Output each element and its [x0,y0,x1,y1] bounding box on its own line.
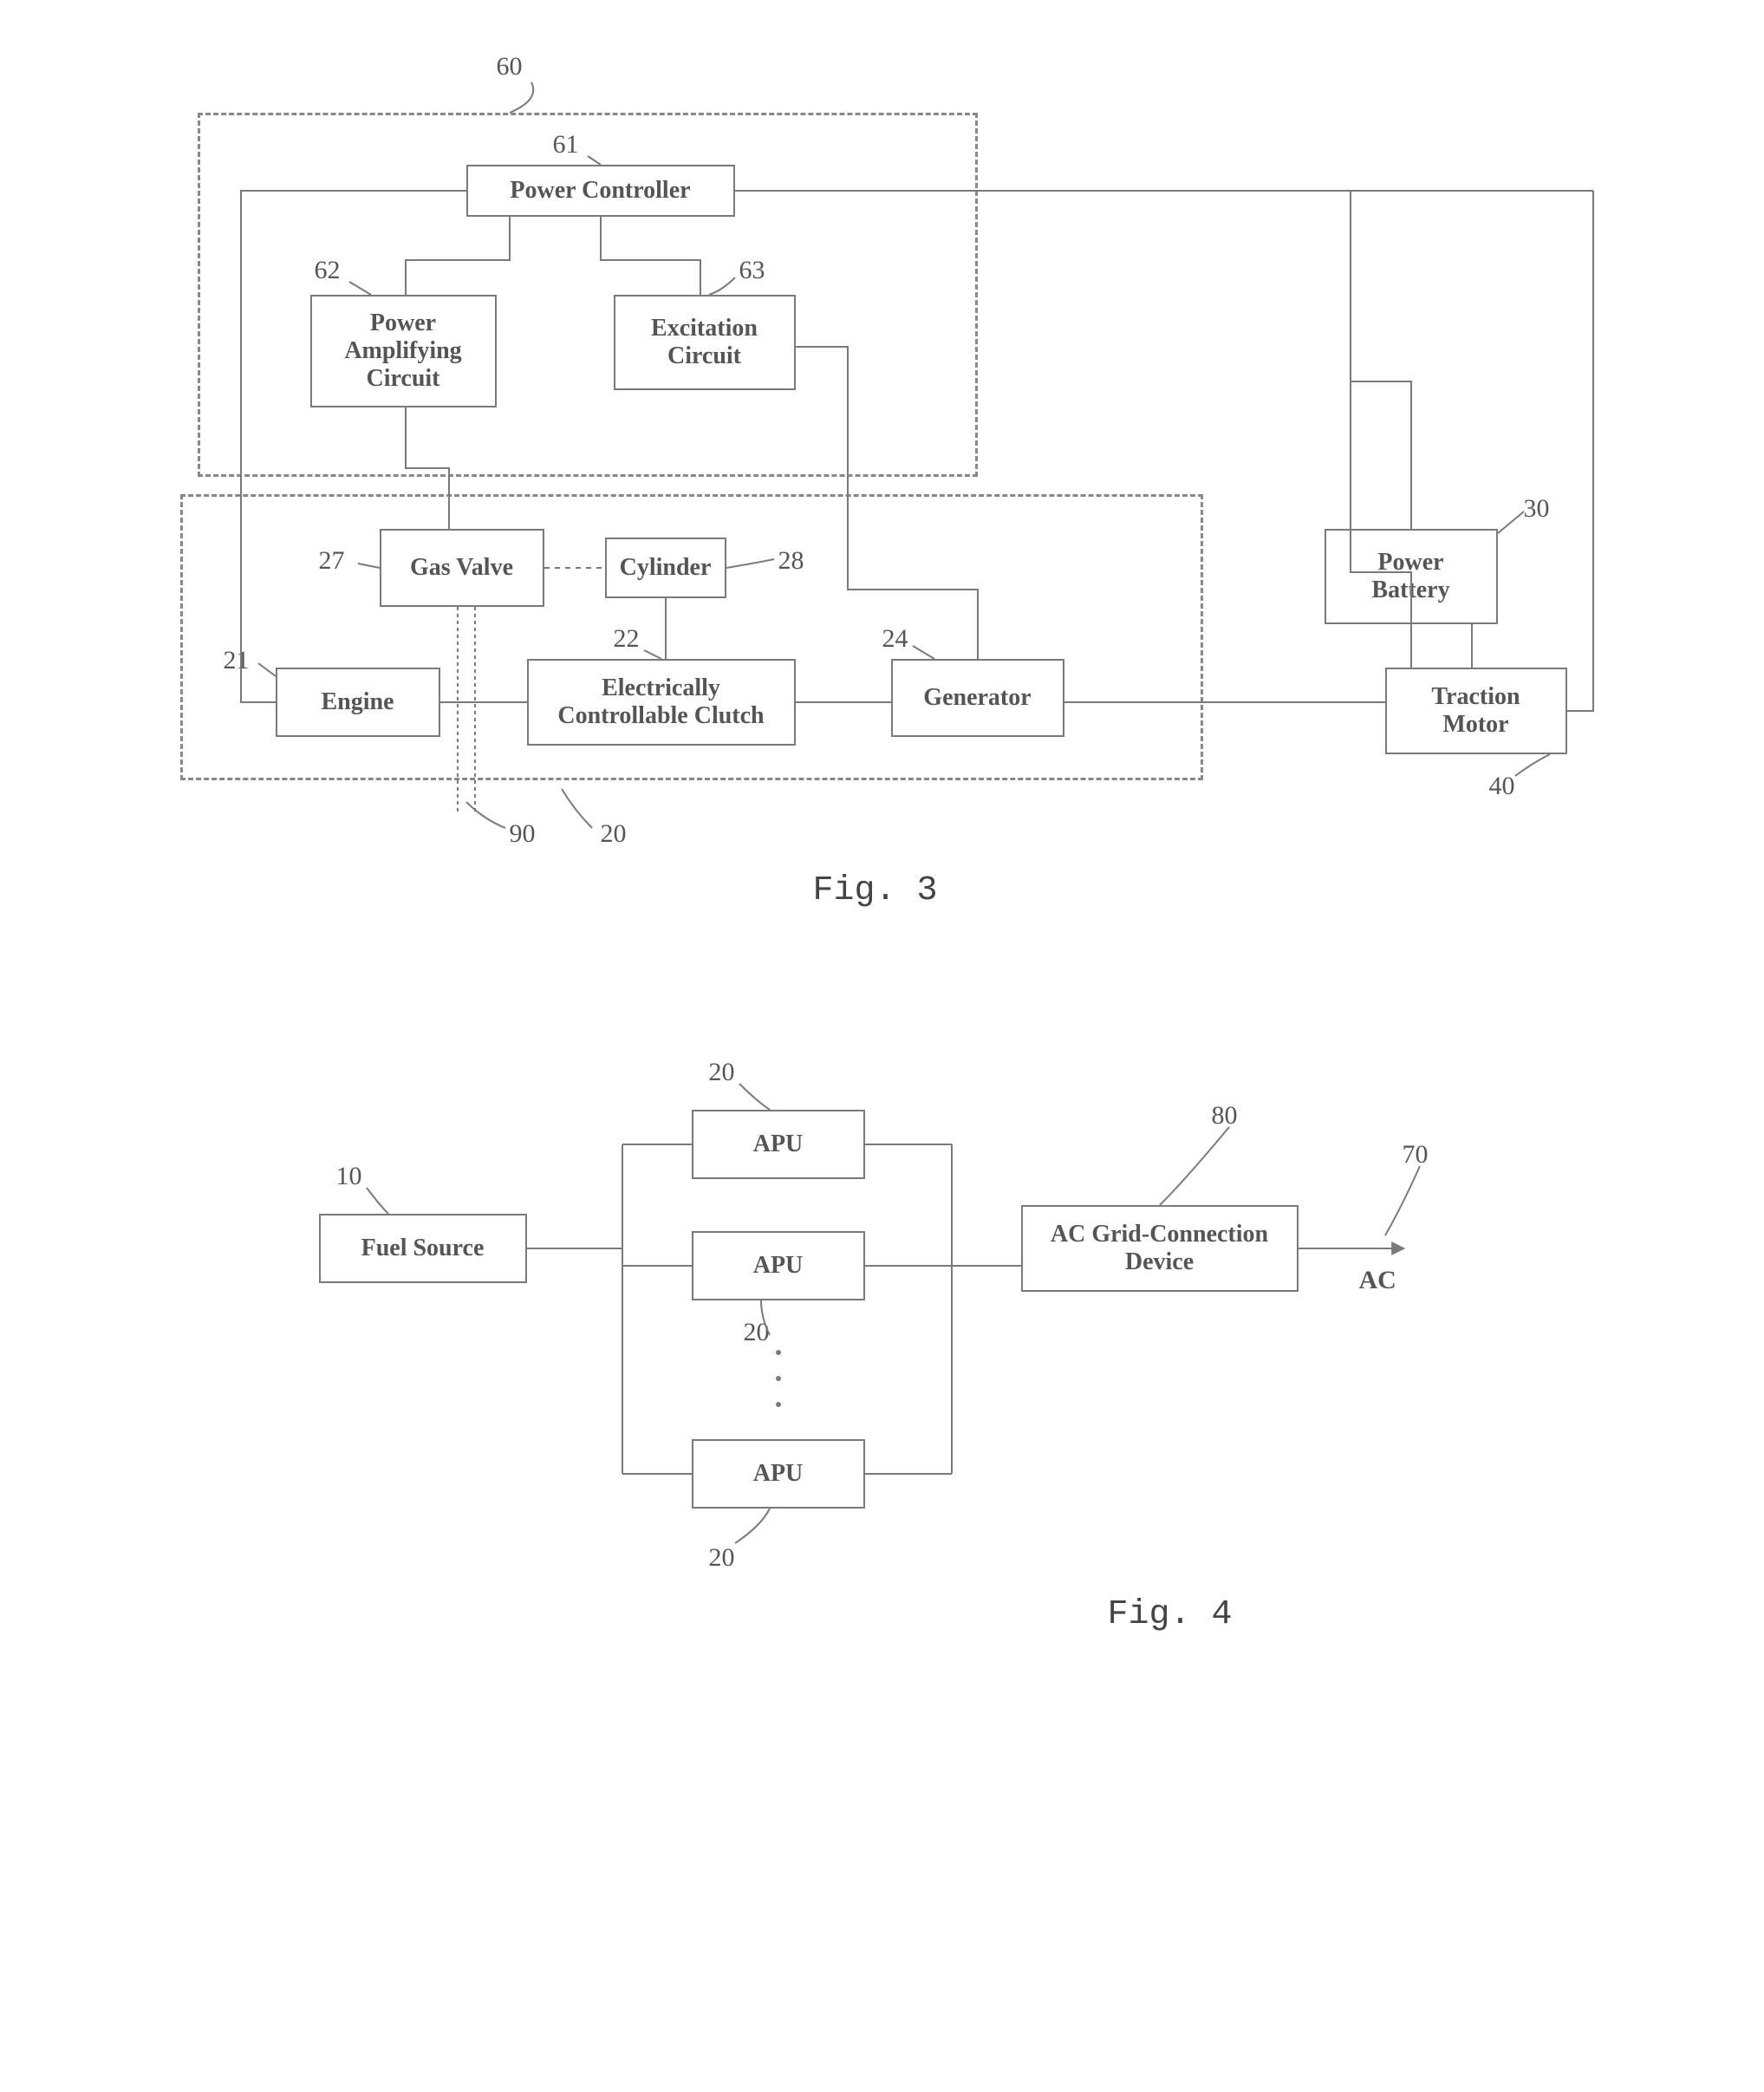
ref-28: 28 [778,546,804,576]
ref-22: 22 [614,624,640,654]
ref-70: 70 [1403,1140,1429,1170]
box-clutch: Electrically Controllable Clutch [527,659,796,746]
box-apu-1: APU [692,1110,865,1179]
box-apu-3: APU [692,1439,865,1509]
box-excitation-circuit: Excitation Circuit [614,295,796,390]
box-power-amplifying-circuit: Power Amplifying Circuit [310,295,497,407]
ref-20-b: 20 [744,1318,770,1347]
ref-10: 10 [336,1162,362,1191]
ref-61: 61 [553,130,579,160]
box-traction-motor: Traction Motor [1385,668,1567,754]
ref-27: 27 [319,546,345,576]
box-power-controller: Power Controller [466,165,735,217]
ref-20-a: 20 [709,1058,735,1087]
box-power-battery: Power Battery [1325,529,1498,624]
label-ac: AC [1359,1266,1396,1295]
ref-60: 60 [497,52,523,81]
box-apu-2: APU [692,1231,865,1300]
ref-62: 62 [315,256,341,285]
fig4-wires [102,1006,1663,1665]
figure-4: Fuel Source APU APU APU AC Grid-Connecti… [102,1006,1663,1665]
ref-40: 40 [1489,772,1515,801]
box-engine: Engine [276,668,440,737]
ref-20-c: 20 [709,1543,735,1573]
ref-21: 21 [224,646,250,675]
ref-24: 24 [882,624,908,654]
ref-20: 20 [601,819,627,849]
box-gas-valve: Gas Valve [380,529,544,607]
caption-fig3: Fig. 3 [813,871,938,910]
box-ac-grid-device: AC Grid-Connection Device [1021,1205,1299,1292]
ref-63: 63 [739,256,765,285]
ref-90: 90 [510,819,536,849]
figure-3: Power Controller Power Amplifying Circui… [102,35,1663,902]
box-cylinder: Cylinder [605,538,726,598]
ref-30: 30 [1524,494,1550,524]
caption-fig4: Fig. 4 [1108,1595,1233,1634]
box-generator: Generator [891,659,1064,737]
ref-80: 80 [1212,1101,1238,1131]
box-fuel-source: Fuel Source [319,1214,527,1283]
